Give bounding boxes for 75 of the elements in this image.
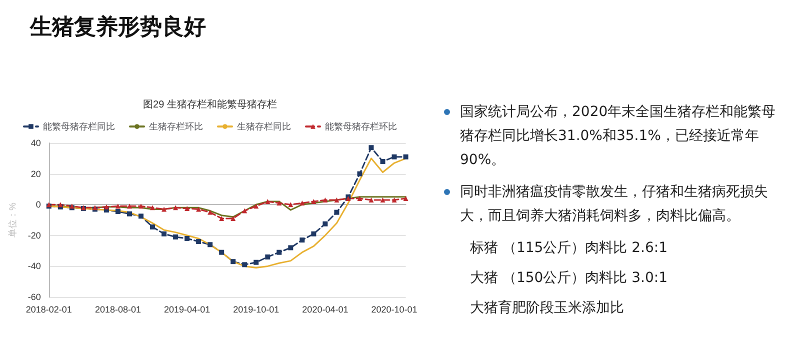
text: 国家统计局公布，2020年末全国生猪存栏和能繁母猪存栏同比增长31.0%和35.1%，已经接近常年90%。 [459,103,777,170]
point [208,242,213,248]
chart-title: 图29 生猪存栏和能繁母猪存栏 [143,98,277,110]
point [242,262,248,268]
y-tick-label: -60 [28,292,41,302]
y-tick-label: 20 [30,168,41,179]
point [300,200,305,206]
point [276,250,282,255]
point [265,199,270,204]
point [368,197,374,202]
point [380,197,386,202]
point [184,236,190,241]
legend-label: 生猪存栏环比 [149,122,203,132]
point [276,200,282,206]
text: 大猪 （150公斤）肉料比 3.0:1 [469,269,669,288]
point [150,224,156,230]
point [254,260,259,265]
text: 大猪育肥阶段玉米添加比 [469,299,625,318]
point [300,238,305,243]
text: 同时非洲猪瘟疫情零散发生，仔猪和生猪病死损失大，而且饲养大猪消耗饲料多，肉料比偏高。 [459,183,769,226]
text: 生猪复养形势良好 [30,14,206,42]
point [230,259,236,264]
point [334,197,340,202]
point [115,204,120,209]
point [380,158,386,164]
text: 标猪 （115公斤）肉料比 2.6:1 [469,239,669,258]
point [150,205,156,210]
x-tick-label: 2020-04-01 [302,304,348,314]
point [288,245,294,250]
point [196,239,202,244]
point [265,254,270,260]
point [322,197,328,202]
point [162,231,167,236]
point [322,221,328,226]
point [196,206,202,212]
x-tick-label: 2019-10-01 [233,304,280,314]
point [403,196,408,201]
point [334,210,340,215]
point [173,205,178,210]
y-tick-label: -40 [28,261,41,272]
y-tick-label: 40 [30,138,41,148]
point [126,211,132,216]
point [254,204,259,209]
x-tick-label: 2018-08-01 [94,304,142,314]
x-tick-label: 2019-04-01 [164,304,210,314]
point [392,154,397,160]
point [208,210,213,215]
point [311,231,316,236]
point [311,199,316,204]
legend-label: 能繁母猪存栏环比 [325,122,397,132]
point [104,204,109,210]
point [219,250,224,255]
point [368,145,374,150]
point [115,209,120,214]
point [403,154,408,160]
legend-label: 生猪存栏同比 [237,122,291,132]
point [138,204,144,209]
point [126,204,132,209]
point [162,206,167,212]
x-tick-label: 2018-02-01 [26,304,72,314]
legend-label: 能繁母猪存栏同比 [43,122,115,132]
point [173,234,178,240]
x-tick-label: 2020-10-01 [371,304,418,314]
point [230,216,236,221]
point [242,208,248,214]
point [184,206,190,211]
point [357,196,362,201]
point [138,214,144,219]
point [219,216,224,221]
y-tick-label: 0 [36,200,41,210]
y-tick-label: -20 [28,230,41,240]
point [357,171,362,176]
point [288,202,294,208]
y-axis-title: 单位：% [8,202,18,238]
point [392,197,397,202]
